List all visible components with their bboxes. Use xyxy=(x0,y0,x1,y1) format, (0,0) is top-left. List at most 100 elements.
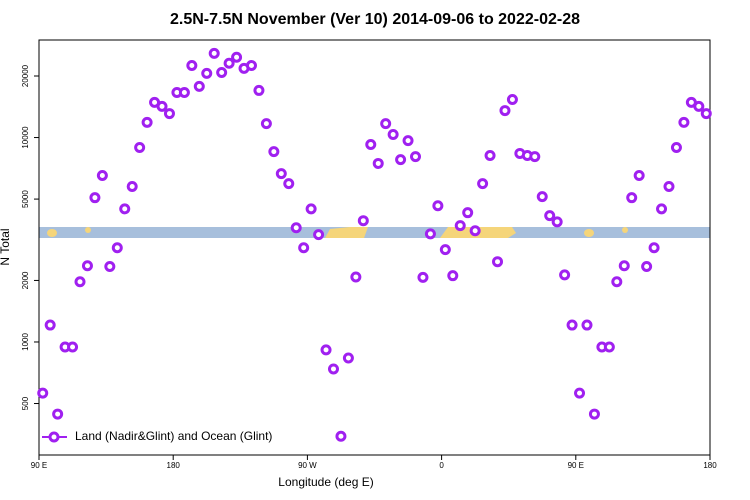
x-tick-label: 90 E xyxy=(568,461,584,470)
data-point xyxy=(89,192,101,204)
data-point xyxy=(417,271,429,283)
data-point xyxy=(670,141,682,153)
x-tick-label: 90 W xyxy=(298,461,317,470)
data-point xyxy=(320,344,332,356)
data-point xyxy=(357,215,369,227)
data-point xyxy=(410,151,422,163)
data-point xyxy=(551,216,563,228)
map-strip xyxy=(39,227,710,238)
data-point xyxy=(380,118,392,130)
data-point xyxy=(201,67,213,79)
data-point xyxy=(111,242,123,254)
chart-title: 2.5N-7.5N November (Ver 10) 2014-09-06 t… xyxy=(170,11,580,28)
data-point xyxy=(641,260,653,272)
data-point xyxy=(588,408,600,420)
data-point xyxy=(633,170,645,182)
data-point xyxy=(37,387,49,399)
data-point xyxy=(119,203,131,215)
data-point xyxy=(581,319,593,331)
y-tick-label: 10000 xyxy=(21,126,30,149)
y-tick-label: 1000 xyxy=(21,333,30,351)
x-tick-label: 180 xyxy=(703,461,717,470)
legend-label: Land (Nadir&Glint) and Ocean (Glint) xyxy=(75,429,272,443)
data-point xyxy=(700,108,712,120)
y-axis-label: N Total xyxy=(0,228,12,265)
data-point xyxy=(544,210,556,222)
data-point xyxy=(74,276,86,288)
data-point xyxy=(454,220,466,232)
x-axis-label: Longitude (deg E) xyxy=(278,475,373,489)
data-point xyxy=(81,260,93,272)
x-tick-label: 0 xyxy=(439,461,444,470)
data-point xyxy=(231,51,243,63)
data-point xyxy=(506,93,518,105)
data-point xyxy=(298,242,310,254)
data-point xyxy=(566,319,578,331)
y-tick-label: 500 xyxy=(21,396,30,410)
data-point xyxy=(492,256,504,268)
y-tick-label: 5000 xyxy=(21,190,30,208)
data-point xyxy=(104,260,116,272)
data-point xyxy=(484,149,496,161)
data-point xyxy=(432,200,444,212)
data-point xyxy=(216,67,228,79)
x-tick-label: 180 xyxy=(167,461,181,470)
data-point xyxy=(208,47,220,59)
data-point xyxy=(611,276,623,288)
data-point xyxy=(305,203,317,215)
data-point xyxy=(134,141,146,153)
data-point xyxy=(462,207,474,219)
data-point xyxy=(335,430,347,442)
y-tick-label: 2000 xyxy=(21,271,30,289)
data-point xyxy=(96,170,108,182)
legend-marker xyxy=(48,431,60,443)
data-point xyxy=(618,260,630,272)
data-point xyxy=(223,57,235,69)
data-point xyxy=(186,60,198,72)
data-point xyxy=(290,222,302,234)
data-point xyxy=(163,108,175,120)
data-point xyxy=(283,178,295,190)
x-tick-label: 90 E xyxy=(31,461,47,470)
data-point xyxy=(313,229,325,241)
data-point xyxy=(141,116,153,128)
data-point xyxy=(656,203,668,215)
data-point xyxy=(648,242,660,254)
data-point xyxy=(342,352,354,364)
data-point xyxy=(44,319,56,331)
data-point xyxy=(529,151,541,163)
data-point xyxy=(693,100,705,112)
data-point xyxy=(67,341,79,353)
data-point xyxy=(193,80,205,92)
data-point xyxy=(275,168,287,180)
data-point xyxy=(536,191,548,203)
data-point xyxy=(268,146,280,158)
data-point xyxy=(439,244,451,256)
data-point xyxy=(574,387,586,399)
data-point xyxy=(424,228,436,240)
data-point xyxy=(260,118,272,130)
data-point xyxy=(178,87,190,99)
data-point xyxy=(626,192,638,204)
data-point xyxy=(499,105,511,117)
data-point xyxy=(603,341,615,353)
data-point xyxy=(387,128,399,140)
data-point xyxy=(559,269,571,281)
data-point xyxy=(156,100,168,112)
data-point xyxy=(245,60,257,72)
data-point xyxy=(477,178,489,190)
data-point xyxy=(350,271,362,283)
data-point xyxy=(447,270,459,282)
data-point xyxy=(327,363,339,375)
data-point xyxy=(253,84,265,96)
data-point xyxy=(372,157,384,169)
y-tick-label: 20000 xyxy=(21,64,30,87)
data-point xyxy=(469,225,481,237)
data-point xyxy=(402,135,414,147)
data-point xyxy=(395,154,407,166)
plot-frame xyxy=(38,39,711,456)
data-point xyxy=(663,181,675,193)
data-point xyxy=(52,408,64,420)
